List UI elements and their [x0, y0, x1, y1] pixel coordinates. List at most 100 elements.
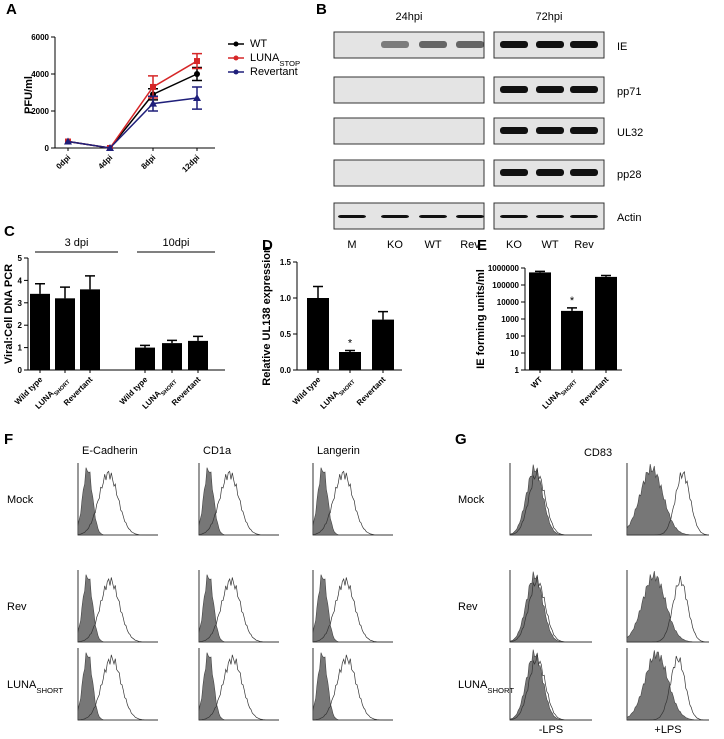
x-tick-label-main: 0dpi — [54, 153, 72, 171]
band — [500, 127, 528, 134]
panel-letter: A — [6, 1, 17, 18]
panel-letter: F — [4, 431, 13, 448]
protein-label: UL32 — [617, 127, 643, 139]
isotype-histogram — [198, 652, 279, 721]
x-tick-label-main: 12dpi — [180, 153, 201, 174]
band — [338, 215, 366, 218]
x-tick-label: 12dpi — [180, 153, 201, 174]
y-tick-label: 1000 — [501, 315, 519, 324]
y-tick-label: 1.5 — [280, 258, 292, 267]
sample-label-main: Mock — [458, 494, 485, 506]
x-tick-label-main: Revertant — [355, 375, 388, 408]
y-tick-label: 0.5 — [280, 330, 292, 339]
x-tick-label: 8dpi — [139, 153, 157, 171]
annotation: * — [570, 295, 575, 307]
x-tick-label-main: LUNA — [140, 389, 162, 411]
error-bar — [313, 285, 323, 298]
group-label: 10dpi — [163, 237, 190, 249]
band — [570, 86, 598, 93]
x-tick-label: Revertant — [355, 375, 388, 408]
sample-label-sub: SHORT — [36, 686, 63, 695]
isotype-histogram — [77, 574, 158, 643]
stain-histogram — [627, 575, 710, 643]
point — [150, 83, 156, 90]
band — [419, 215, 447, 218]
band — [381, 41, 409, 48]
bar — [529, 272, 551, 370]
marker-label: CD83 — [584, 447, 612, 459]
y-tick-label: 2 — [18, 321, 23, 330]
legend-label: LUNASTOP — [250, 52, 300, 68]
line — [67, 73, 198, 149]
bar — [307, 298, 329, 370]
line — [67, 97, 198, 149]
panel-letter: G — [455, 431, 467, 448]
panel-letter: D — [262, 237, 273, 254]
sample-label-main: Rev — [458, 601, 478, 613]
error-bar — [60, 286, 70, 299]
bar — [55, 298, 75, 370]
legend-marker — [233, 41, 239, 47]
stain-histogram — [312, 470, 393, 536]
y-tick-label: 0 — [45, 144, 50, 153]
isotype-histogram — [509, 571, 592, 643]
bar — [595, 276, 617, 370]
point — [194, 71, 200, 77]
band — [570, 215, 598, 218]
y-tick-label: 1 — [18, 344, 23, 353]
bar — [561, 310, 583, 370]
y-tick-label: 4000 — [31, 70, 49, 79]
marker-label: Langerin — [317, 445, 360, 457]
y-tick-label: 100 — [506, 332, 520, 341]
y-axis-title: PFU/ml — [23, 76, 35, 114]
marker-label: E-Cadherin — [82, 445, 138, 457]
line — [67, 60, 198, 149]
error-bar — [85, 275, 95, 290]
error-bar — [345, 349, 355, 352]
stain-histogram — [509, 576, 592, 643]
protein-label: IE — [617, 41, 627, 53]
legend-label-main: WT — [250, 38, 267, 50]
sample-label-main: Rev — [7, 601, 27, 613]
stain-histogram — [198, 654, 279, 721]
sample-label: Rev — [7, 601, 27, 613]
protein-label: Actin — [617, 212, 641, 224]
band — [536, 127, 564, 134]
lane-label: WT — [424, 239, 441, 251]
point — [193, 94, 201, 102]
x-tick-label: Revertant — [578, 375, 611, 408]
legend-marker — [233, 55, 239, 61]
x-tick-label-main: Revertant — [578, 375, 611, 408]
lane-label: KO — [506, 239, 522, 251]
bar — [30, 293, 50, 370]
stain-histogram — [627, 471, 710, 536]
stain-histogram — [198, 577, 279, 643]
x-tick-label-main: 8dpi — [139, 153, 157, 171]
band — [570, 169, 598, 176]
band — [570, 41, 598, 48]
band — [500, 215, 528, 218]
protein-label: pp71 — [617, 86, 641, 98]
legend-label-sub: STOP — [279, 59, 300, 68]
x-tick-label: WT — [529, 375, 544, 390]
blot-box — [333, 76, 485, 104]
band — [570, 127, 598, 134]
isotype-histogram — [312, 574, 393, 643]
x-tick-label: LUNASHORT — [318, 375, 356, 413]
stain-histogram — [77, 654, 158, 721]
stain-histogram — [312, 654, 393, 721]
blot-box — [333, 159, 485, 187]
sample-label: Mock — [458, 494, 485, 506]
x-tick-label: 4dpi — [96, 153, 114, 171]
sample-label-main: LUNA — [7, 679, 37, 691]
y-tick-label: 100000 — [492, 281, 519, 290]
isotype-histogram — [626, 570, 709, 643]
point — [106, 144, 114, 151]
y-tick-label: 0 — [18, 366, 23, 375]
isotype-histogram — [509, 649, 592, 721]
error-bar — [601, 274, 611, 277]
band — [500, 41, 528, 48]
condition-label: -LPS — [539, 724, 563, 736]
x-tick-label-main: WT — [529, 375, 544, 390]
x-tick-label-sub: SHORT — [560, 379, 578, 397]
